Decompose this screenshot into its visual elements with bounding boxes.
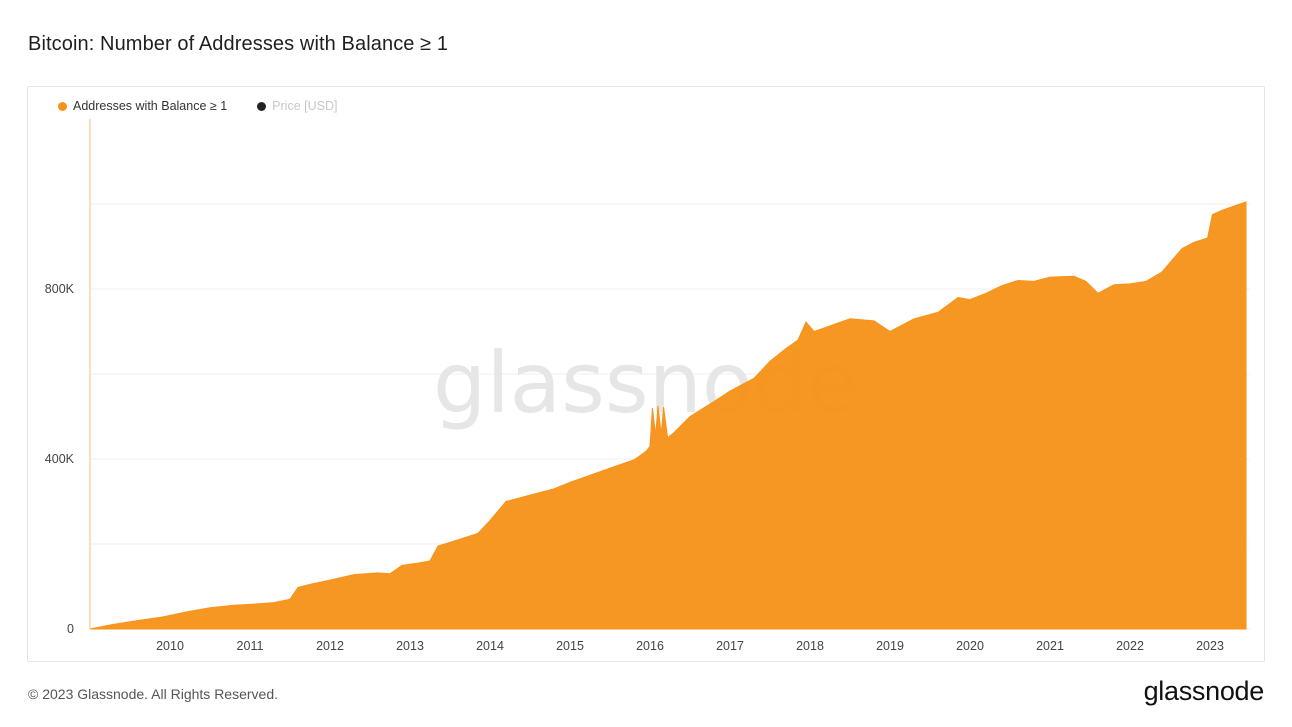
legend: Addresses with Balance ≥ 1 Price [USD] — [58, 99, 337, 113]
y-tick-label: 800K — [45, 282, 75, 296]
x-tick-label: 2015 — [556, 639, 584, 653]
legend-item-addresses[interactable]: Addresses with Balance ≥ 1 — [58, 99, 227, 113]
x-tick-label: 2017 — [716, 639, 744, 653]
x-tick-label: 2023 — [1196, 639, 1224, 653]
legend-dot-addresses — [58, 101, 67, 111]
chart-card: glassnode 0 400K 800K 2010 2011 2012 2013 2014… — [27, 86, 1265, 662]
y-tick-label: 400K — [45, 452, 75, 466]
x-tick-label: 2010 — [156, 639, 184, 653]
copyright-notice: © 2023 Glassnode. All Rights Reserved. — [28, 686, 279, 702]
x-tick-label: 2012 — [316, 639, 344, 653]
legend-dot-price — [257, 101, 267, 111]
y-tick-label: 0 — [67, 622, 74, 636]
x-tick-label: 2022 — [1116, 639, 1144, 653]
legend-label-addresses: Addresses with Balance ≥ 1 — [73, 99, 228, 113]
glassnode-logo[interactable]: glassnode — [1143, 676, 1265, 706]
x-tick-label: 2021 — [1036, 639, 1064, 653]
series-area-layer — [89, 201, 1247, 630]
x-tick-label: 2019 — [876, 639, 904, 653]
x-axis-ticks: 2010 2011 2012 2013 2014 2015 2016 2017 2018 2019… — [156, 639, 1224, 653]
y-axis-ticks: 0 400K 800K — [45, 282, 75, 636]
legend-item-price[interactable]: Price [USD] — [257, 99, 337, 113]
page-title: Bitcoin: Number of Addresses with Balanc… — [28, 33, 449, 55]
x-tick-label: 2013 — [396, 639, 424, 653]
x-tick-label: 2011 — [237, 639, 264, 653]
x-tick-label: 2018 — [796, 639, 824, 653]
series-area-addresses[interactable] — [89, 201, 1247, 630]
x-tick-label: 2014 — [476, 639, 504, 653]
x-tick-label: 2020 — [956, 639, 984, 653]
x-tick-label: 2016 — [636, 639, 664, 653]
legend-label-price: Price [USD] — [272, 99, 338, 113]
